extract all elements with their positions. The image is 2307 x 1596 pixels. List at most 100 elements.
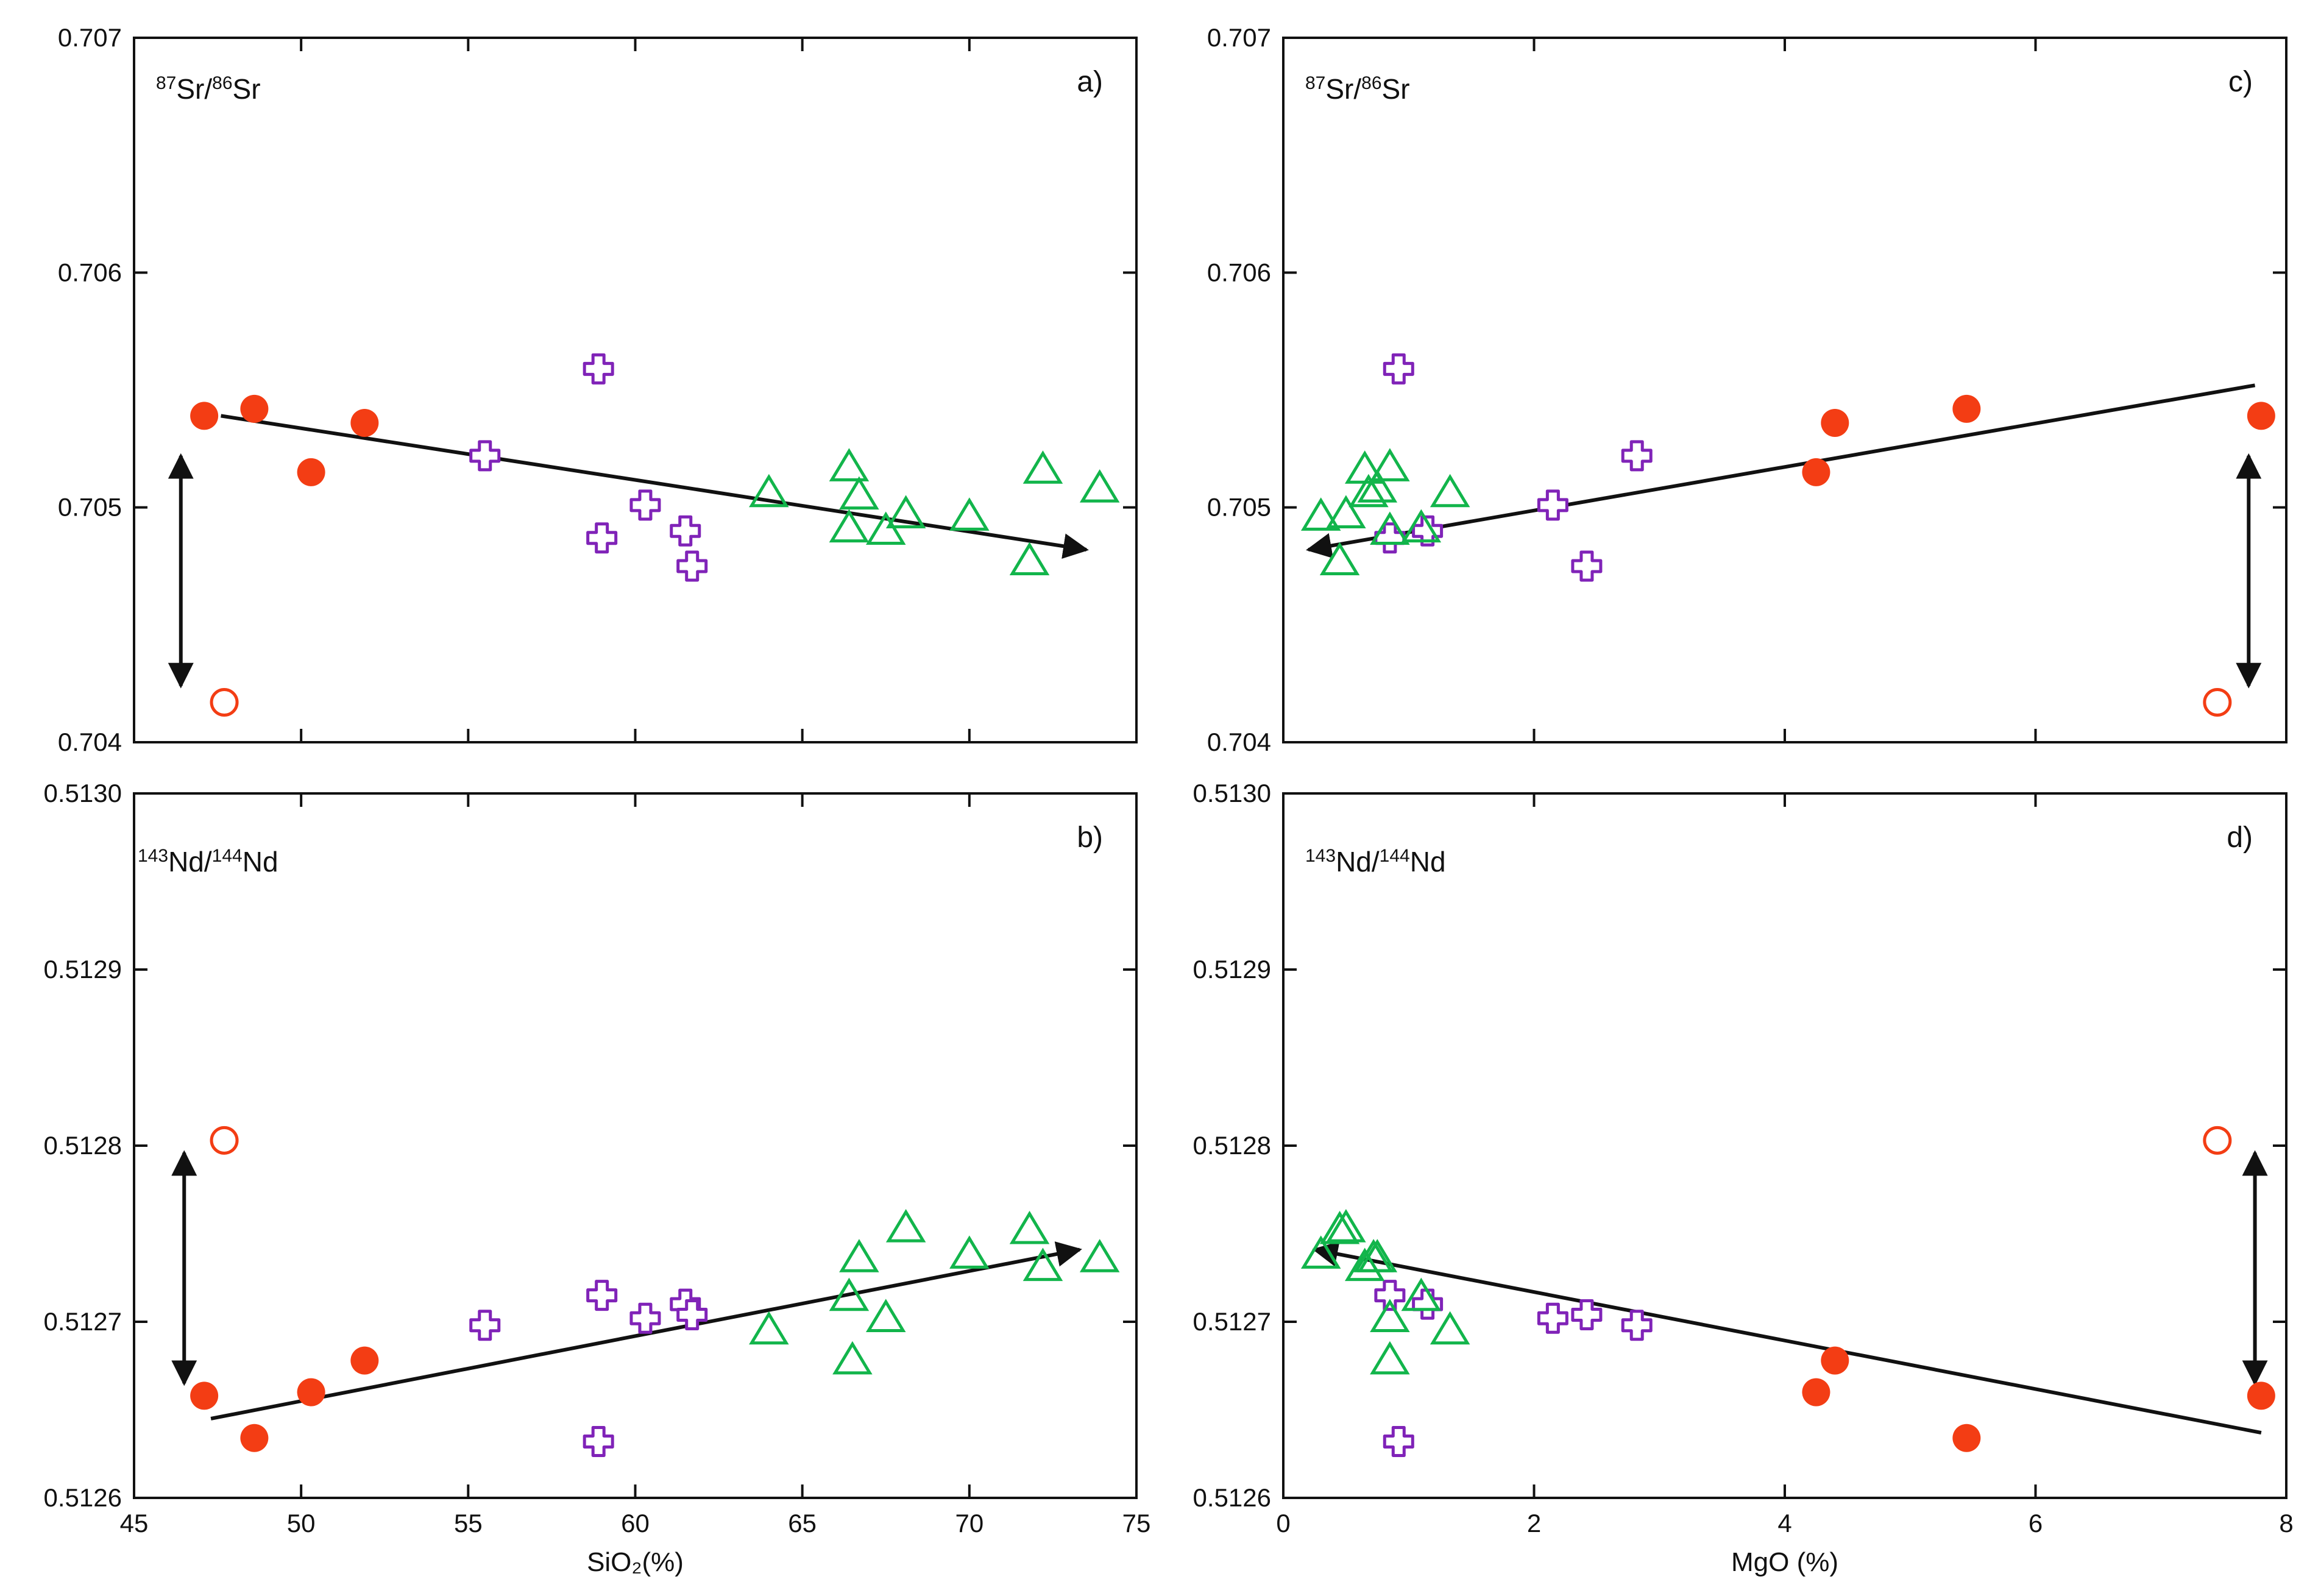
data-point-intermediate	[1383, 353, 1414, 385]
ratio-superscript: 143	[1305, 846, 1336, 866]
ratio-base-text: Nd/	[168, 846, 212, 878]
x-tick-label: 50	[287, 1509, 316, 1537]
y-tick-label: 0.5128	[1193, 1131, 1271, 1160]
plot-frame	[1282, 37, 2288, 743]
y-tick-label: 0.5126	[1193, 1483, 1271, 1512]
y-tick-label: 0.706	[1207, 258, 1271, 286]
x-tick-label: 45	[120, 1509, 149, 1537]
series-intermediate	[469, 1280, 708, 1458]
data-point-felsic	[1348, 473, 1389, 508]
data-point-mafic	[297, 458, 325, 486]
data-point-felsic	[949, 497, 990, 531]
data-point-felsic	[1370, 448, 1410, 481]
data-point-mafic-open	[2203, 1126, 2232, 1155]
x-tick-label: 65	[788, 1509, 817, 1537]
panel-label: a)	[1077, 66, 1103, 98]
series-mafic	[190, 1346, 379, 1452]
ratio-base-text: Sr/	[176, 73, 212, 105]
data-point-felsic	[885, 495, 926, 528]
y-tick-label: 0.5126	[44, 1483, 122, 1512]
data-point-felsic	[1344, 1247, 1385, 1282]
data-point-felsic	[1326, 495, 1366, 528]
data-point-intermediate	[583, 1426, 614, 1458]
isotope-ratio-label: 143Nd/144Nd	[1305, 846, 1446, 878]
ratio-base-text: Nd/	[1336, 846, 1380, 878]
ratio-superscript: 86	[212, 73, 232, 93]
data-point-intermediate	[1621, 440, 1653, 472]
data-point-mafic	[350, 408, 379, 437]
trend-arrow	[210, 1241, 1082, 1420]
data-point-intermediate	[1412, 1288, 1444, 1320]
data-point-felsic	[1079, 1239, 1120, 1272]
y-tick-label: 0.704	[58, 728, 122, 756]
data-point-intermediate	[1621, 1310, 1653, 1341]
series-mafic-open	[2203, 687, 2232, 717]
data-point-mafic	[350, 1346, 379, 1375]
data-point-felsic	[1319, 1210, 1360, 1244]
x-tick-label: 2	[1527, 1509, 1541, 1537]
data-point-felsic	[865, 511, 906, 545]
data-point-mafic-open	[210, 1126, 239, 1155]
data-point-intermediate	[1374, 1280, 1406, 1311]
data-point-mafic	[190, 1381, 219, 1410]
y-tick-label: 0.5129	[44, 955, 122, 984]
series-mafic	[1802, 394, 2275, 486]
data-point-felsic	[1401, 509, 1442, 543]
data-point-intermediate	[1537, 489, 1568, 521]
ratio-superscript: 144	[212, 846, 243, 866]
x-tick-label: 55	[454, 1509, 483, 1537]
data-point-mafic	[2247, 1381, 2275, 1410]
data-point-felsic	[1009, 542, 1050, 576]
isotope-ratio-label: 87Sr/86Sr	[1305, 73, 1410, 105]
data-point-felsic	[1009, 1210, 1050, 1244]
x-axis-label: SiO₂(%)	[587, 1547, 684, 1577]
series-felsic	[749, 448, 1120, 576]
ratio-superscript: 143	[138, 846, 168, 866]
series-felsic	[1300, 1208, 1470, 1375]
data-point-felsic	[1430, 1311, 1470, 1345]
ratio-base-text: Nd	[243, 846, 278, 878]
ratio-base-text: Sr/	[1325, 73, 1361, 105]
data-point-felsic	[829, 1277, 870, 1311]
ratio-superscript: 144	[1380, 846, 1410, 866]
data-point-felsic	[865, 1299, 906, 1332]
trend-arrow	[1312, 1241, 2262, 1435]
data-point-felsic	[1022, 1247, 1063, 1282]
data-point-mafic	[240, 1424, 269, 1452]
data-point-mafic	[1802, 458, 1830, 486]
y-tick-label: 0.706	[58, 258, 122, 286]
trend-arrow	[1306, 383, 2256, 559]
data-point-intermediate	[1383, 1426, 1414, 1458]
y-tick-label: 0.5129	[1193, 955, 1271, 984]
data-point-mafic	[1802, 1378, 1830, 1406]
data-point-felsic	[949, 1235, 990, 1269]
x-tick-label: 4	[1777, 1509, 1791, 1537]
data-point-mafic	[1952, 394, 1981, 423]
data-point-felsic	[885, 1208, 926, 1243]
isotope-ratio-label: 87Sr/86Sr	[156, 73, 261, 105]
data-point-felsic	[829, 509, 870, 543]
data-point-intermediate	[583, 353, 614, 385]
data-point-intermediate	[469, 1310, 501, 1341]
series-felsic	[749, 1208, 1120, 1375]
data-point-intermediate	[676, 1299, 708, 1330]
x-tick-label: 60	[621, 1509, 650, 1537]
data-point-felsic	[1344, 450, 1385, 484]
data-point-intermediate	[629, 1302, 661, 1334]
y-tick-label: 0.707	[1207, 23, 1271, 52]
y-tick-label: 0.705	[58, 493, 122, 522]
ratio-superscript: 87	[1305, 73, 1325, 93]
data-point-intermediate	[1537, 1302, 1568, 1334]
data-point-mafic	[1821, 1346, 1849, 1375]
data-point-intermediate	[1571, 550, 1603, 582]
x-tick-label: 75	[1122, 1509, 1151, 1537]
panel-a: 0.704 0.705 0.706 0.707 a) 87Sr/86Sr	[58, 23, 1138, 756]
y-tick-label: 0.705	[1207, 493, 1271, 522]
panel-c: 0.704 0.705 0.706 0.707 c) 87Sr/86Sr	[1207, 23, 2288, 756]
ratio-superscript: 86	[1361, 73, 1381, 93]
x-tick-label: 0	[1276, 1509, 1290, 1537]
data-point-intermediate	[1374, 522, 1406, 554]
series-mafic	[190, 394, 379, 486]
data-point-felsic	[1079, 469, 1120, 503]
data-point-felsic	[1370, 511, 1410, 545]
